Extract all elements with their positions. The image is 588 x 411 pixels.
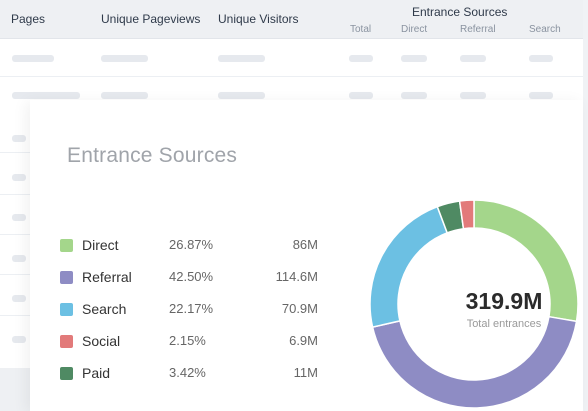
legend-percent: 42.50% — [169, 269, 214, 284]
row-divider — [0, 274, 30, 275]
legend-swatch — [60, 271, 73, 284]
legend-label: Paid — [82, 365, 111, 381]
row-divider — [0, 76, 588, 77]
legend-percent: 22.17% — [169, 301, 214, 316]
legend-label: Social — [82, 333, 121, 349]
card-title: Entrance Sources — [67, 144, 238, 167]
placeholder-cell — [101, 55, 148, 62]
column-header-unique-pageviews[interactable]: Unique Pageviews — [101, 12, 201, 26]
legend-value: 11M — [293, 365, 318, 380]
placeholder-cell — [12, 255, 26, 262]
total-entrances-value: 319.9M — [465, 288, 543, 314]
placeholder-cell — [12, 55, 54, 62]
row-divider — [0, 152, 30, 153]
placeholder-cell — [12, 135, 26, 142]
placeholder-cell — [349, 92, 373, 99]
table-header: Pages Unique Pageviews Unique Visitors E… — [0, 0, 588, 39]
row-divider — [0, 315, 30, 316]
placeholder-cell — [460, 55, 486, 62]
legend-percent: 26.87% — [169, 237, 214, 252]
scrollbar-track[interactable] — [583, 0, 588, 411]
column-header-direct[interactable]: Direct — [401, 24, 428, 35]
placeholder-cell — [529, 55, 553, 62]
placeholder-cell — [460, 92, 486, 99]
entrance-sources-donut[interactable] — [370, 200, 578, 408]
placeholder-cell — [101, 92, 148, 99]
legend-percent: 2.15% — [169, 333, 206, 348]
row-divider — [0, 234, 30, 235]
legend-value: 86M — [292, 237, 318, 252]
placeholder-cell — [401, 92, 427, 99]
legend-swatch — [60, 367, 73, 380]
legend-percent: 3.42% — [169, 365, 206, 380]
legend-swatch — [60, 335, 73, 348]
placeholder-cell — [401, 55, 427, 62]
placeholder-cell — [12, 174, 26, 181]
donut-slice-referral[interactable] — [371, 315, 578, 408]
placeholder-cell — [218, 55, 265, 62]
legend-value: 6.9M — [289, 333, 318, 348]
legend-value: 114.6M — [275, 269, 318, 284]
column-header-search[interactable]: Search — [529, 24, 561, 35]
placeholder-cell — [12, 92, 80, 99]
table-footer — [0, 368, 30, 411]
column-header-unique-visitors[interactable]: Unique Visitors — [218, 12, 299, 26]
legend-label: Direct — [82, 237, 119, 253]
placeholder-cell — [349, 55, 373, 62]
donut-slice-social[interactable] — [458, 200, 475, 230]
placeholder-cell — [529, 92, 553, 99]
legend-value: 70.9M — [281, 301, 318, 316]
legend-label: Search — [82, 301, 127, 317]
placeholder-cell — [218, 92, 265, 99]
legend-swatch — [60, 239, 73, 252]
placeholder-cell — [12, 336, 26, 343]
placeholder-cell — [12, 295, 26, 302]
total-entrances-label: Total entrances — [466, 318, 542, 330]
column-header-referral[interactable]: Referral — [460, 24, 496, 35]
column-header-entrance-sources: Entrance Sources — [412, 5, 508, 19]
legend-label: Referral — [82, 269, 132, 285]
row-divider — [0, 194, 30, 195]
legend-swatch — [60, 303, 73, 316]
placeholder-cell — [12, 214, 26, 221]
column-header-pages[interactable]: Pages — [11, 12, 46, 26]
column-header-total[interactable]: Total — [350, 24, 372, 35]
entrance-sources-card: Entrance Sources Direct 26.87% 86M Refer… — [30, 100, 583, 411]
